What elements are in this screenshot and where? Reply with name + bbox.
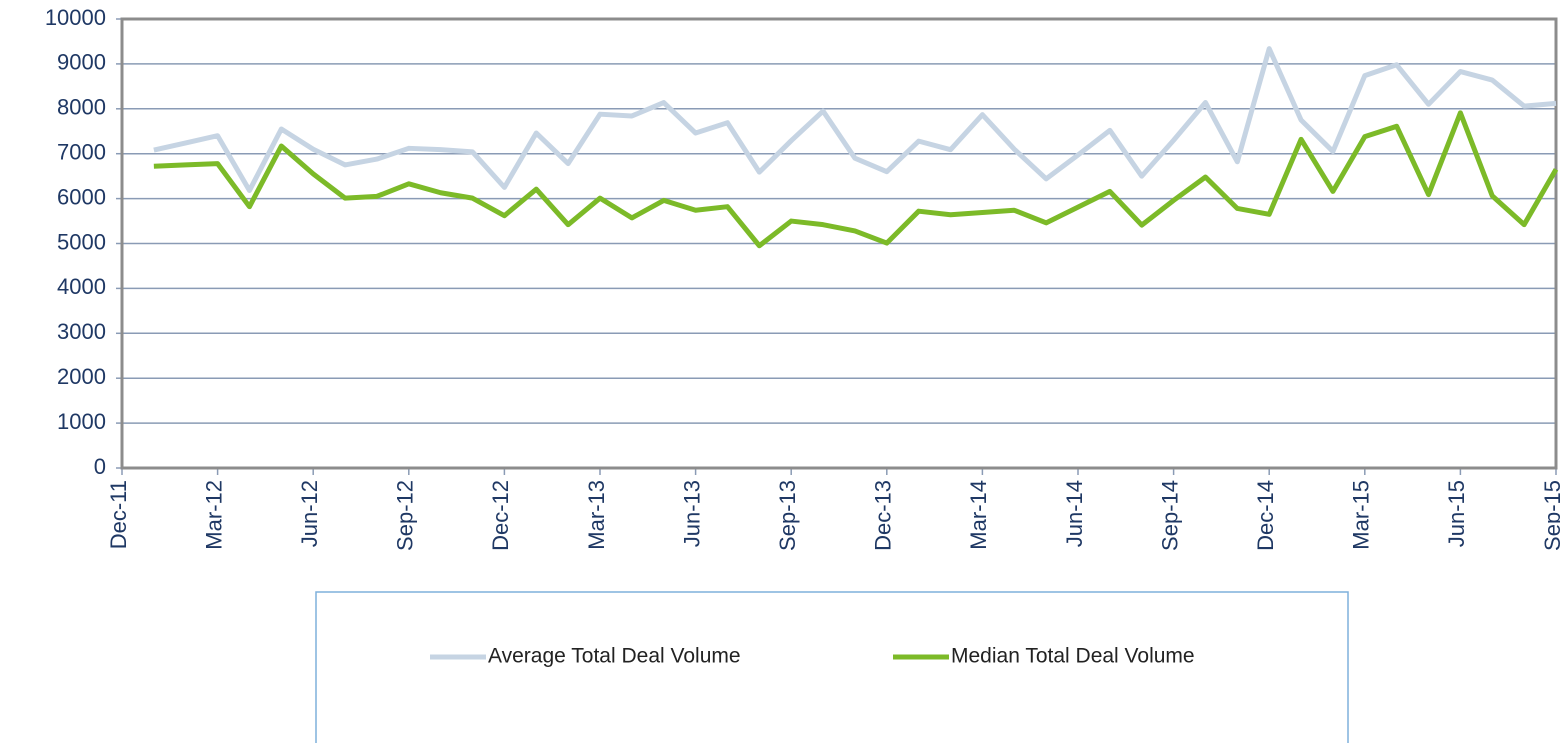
x-tick-label: Mar-13 <box>584 480 609 550</box>
x-tick-label: Sep-15 <box>1540 480 1560 551</box>
legend-box <box>315 591 1349 743</box>
legend-label: Median Total Deal Volume <box>951 645 1195 668</box>
y-tick-label: 5000 <box>57 229 106 254</box>
y-tick-label: 8000 <box>57 95 106 120</box>
x-tick-label: Mar-12 <box>201 480 226 550</box>
y-tick-label: 0 <box>94 454 106 479</box>
x-tick-label: Dec-12 <box>488 480 513 551</box>
x-tick-label: Sep-13 <box>775 480 800 551</box>
y-tick-label: 7000 <box>57 140 106 165</box>
series-line <box>153 46 1557 194</box>
x-tick-label: Sep-12 <box>393 480 418 551</box>
x-tick-label: Mar-15 <box>1349 480 1374 550</box>
x-tick-label: Dec-11 <box>106 480 131 549</box>
x-tick-label: Jun-13 <box>679 480 704 547</box>
x-tick-label: Jun-14 <box>1062 480 1087 547</box>
y-tick-label: 3000 <box>57 319 106 344</box>
x-tick-label: Jun-15 <box>1444 480 1469 547</box>
y-tick-label: 1000 <box>57 409 106 434</box>
y-tick-label: 4000 <box>57 274 106 299</box>
x-tick-label: Dec-13 <box>871 480 896 551</box>
x-tick-label: Dec-14 <box>1253 480 1278 551</box>
legend-label: Average Total Deal Volume <box>488 645 741 668</box>
plot-border <box>120 17 1558 470</box>
x-tick-label: Sep-14 <box>1157 480 1182 551</box>
series-line <box>153 110 1559 249</box>
y-tick-label: 9000 <box>57 50 106 75</box>
x-tick-label: Mar-14 <box>966 480 991 550</box>
y-tick-label: 6000 <box>57 184 106 209</box>
x-tick-label: Jun-12 <box>297 480 322 547</box>
y-tick-label: 10000 <box>45 5 106 30</box>
y-tick-label: 2000 <box>57 364 106 389</box>
